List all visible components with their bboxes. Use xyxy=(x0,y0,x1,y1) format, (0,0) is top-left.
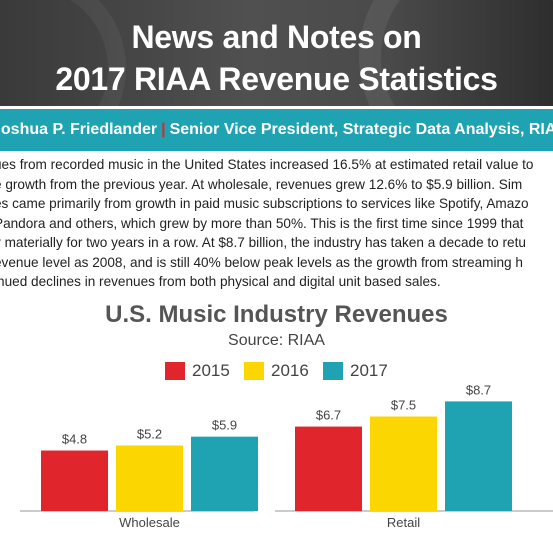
chart-legend: 2015 2016 2017 xyxy=(0,360,553,382)
page-title-line1: News and Notes on xyxy=(131,19,422,55)
data-label-wholesale-2017: $5.9 xyxy=(212,418,237,433)
intro-line: Pandora and others, which grew by more t… xyxy=(0,215,524,231)
legend-label-2016: 2016 xyxy=(271,361,309,380)
bar-wholesale-2017 xyxy=(191,436,258,511)
data-label-retail-2017: $8.7 xyxy=(466,382,491,397)
header-banner: News and Notes on 2017 RIAA Revenue Stat… xyxy=(0,0,553,106)
legend-label-2015: 2015 xyxy=(192,361,230,380)
intro-line: y materially for two years in a row. At … xyxy=(0,235,526,250)
data-label-wholesale-2015: $4.8 xyxy=(62,432,87,447)
data-label-retail-2015: $6.7 xyxy=(316,408,341,423)
intro-line: e growth from the previous year. At whol… xyxy=(0,176,523,192)
chart-subtitle: Source: RIAA xyxy=(228,332,325,349)
data-label-retail-2016: $7.5 xyxy=(391,398,416,413)
chart-title: U.S. Music Industry Revenues xyxy=(105,301,448,328)
byline-bar: Joshua P. Friedlander | Senior Vice Presid… xyxy=(0,109,553,151)
intro-line: inued declines in revenues from both phy… xyxy=(0,274,441,289)
byline-separator: | xyxy=(161,121,166,138)
category-label-wholesale: Wholesale xyxy=(119,515,180,530)
bar-retail-2015 xyxy=(295,426,362,511)
intro-line: ues from recorded music in the United St… xyxy=(0,157,534,172)
intro-paragraph: ues from recorded music in the United St… xyxy=(0,155,553,292)
bar-retail-2017 xyxy=(445,401,512,511)
byline: Joshua P. Friedlander | Senior Vice Presid… xyxy=(0,119,553,141)
legend-swatch-2015 xyxy=(165,362,185,380)
page-title-line2: 2017 RIAA Revenue Statistics xyxy=(55,61,498,97)
legend-swatch-2016 xyxy=(244,362,264,380)
intro-line: evenue level as 2008, and is still 40% b… xyxy=(0,254,523,270)
bar-wholesale-2015 xyxy=(41,450,108,511)
byline-role: Senior Vice President, Strategic Data An… xyxy=(169,121,553,138)
legend-label-2017: 2017 xyxy=(350,361,388,380)
banner-decoration xyxy=(359,0,553,106)
bar-retail-2016 xyxy=(370,416,437,511)
legend-swatch-2017 xyxy=(323,362,343,380)
byline-author: Joshua P. Friedlander xyxy=(0,121,158,138)
intro-line: es came primarily from growth in paid mu… xyxy=(0,196,529,211)
category-label-retail: Retail xyxy=(387,515,420,530)
data-label-wholesale-2016: $5.2 xyxy=(137,426,162,441)
bar-wholesale-2016 xyxy=(116,445,183,511)
